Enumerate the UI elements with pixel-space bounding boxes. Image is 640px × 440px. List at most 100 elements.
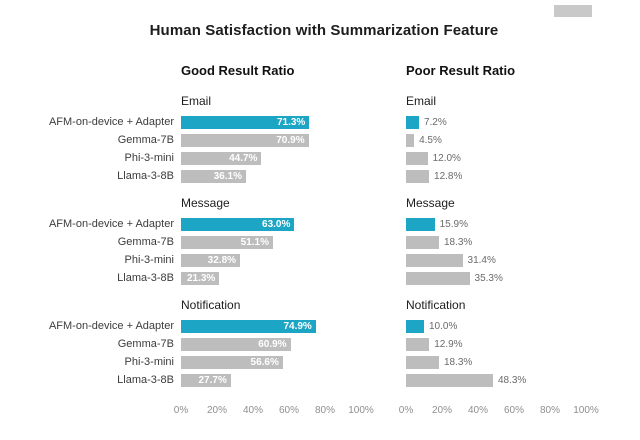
group-title-row-email: Email Email <box>8 83 640 113</box>
bar-value: 4.5% <box>419 134 442 146</box>
bar: 63.0% <box>181 217 295 231</box>
bar <box>406 151 428 165</box>
bar <box>406 271 470 285</box>
panel-title-poor: Poor Result Ratio <box>406 62 516 78</box>
axis-tick: 0% <box>173 405 189 416</box>
bar: 32.8% <box>181 253 241 267</box>
bar: 21.3% <box>181 271 220 285</box>
bar-value: 63.0% <box>262 218 291 230</box>
group-title: Email <box>181 94 212 108</box>
axis-tick: 40% <box>242 405 264 416</box>
bar <box>406 217 435 231</box>
axis-tick: 0% <box>398 405 414 416</box>
bar-value: 12.8% <box>434 170 463 182</box>
bar-value: 36.1% <box>213 170 242 182</box>
bar-value: 10.0% <box>429 320 458 332</box>
bar-value: 60.9% <box>258 338 287 350</box>
bar: 71.3% <box>181 115 310 129</box>
row-label: Llama-3-8B <box>117 374 174 386</box>
bar-row: Phi-3-mini 56.6% 18.3% <box>8 353 640 371</box>
bar-value: 48.3% <box>497 374 527 386</box>
bar-row: AFM-on-device + Adapter 71.3% 7.2% <box>8 113 640 131</box>
row-label: Phi-3-mini <box>124 254 174 266</box>
row-label: Phi-3-mini <box>124 152 174 164</box>
axis-tick: 20% <box>431 405 453 416</box>
bar-value: 56.6% <box>250 356 279 368</box>
axis-tick: 80% <box>539 405 561 416</box>
axis-tick: 60% <box>278 405 300 416</box>
row-label: Llama-3-8B <box>117 170 174 182</box>
axis-tick: 60% <box>503 405 525 416</box>
group-title-row-message: Message Message <box>8 185 640 215</box>
bar-row: Llama-3-8B 27.7% 48.3% <box>8 371 640 389</box>
bar-row: Gemma-7B 60.9% 12.9% <box>8 335 640 353</box>
bar <box>406 133 415 147</box>
row-label: Gemma-7B <box>117 236 174 248</box>
bar <box>406 337 430 351</box>
bar <box>406 253 463 267</box>
bar-value: 44.7% <box>229 152 258 164</box>
row-label: AFM-on-device + Adapter <box>48 218 174 230</box>
row-label: Phi-3-mini <box>124 356 174 368</box>
x-axis: 0% 20% 40% 60% 80% 100% 0% 20% 40% 60% 8… <box>8 397 640 416</box>
bar: 44.7% <box>181 151 262 165</box>
bar: 56.6% <box>181 355 283 369</box>
bar-row: Llama-3-8B 36.1% 12.8% <box>8 167 640 185</box>
axis-tick: 100% <box>573 405 599 416</box>
row-label: Gemma-7B <box>117 338 174 350</box>
bar-value: 15.9% <box>439 218 468 230</box>
axis-tick: 40% <box>467 405 489 416</box>
bar-value: 12.0% <box>432 152 461 164</box>
bar <box>406 373 493 387</box>
group-title: Email <box>406 94 437 108</box>
panel-title-good: Good Result Ratio <box>181 62 295 78</box>
bar-value: 35.3% <box>474 272 503 284</box>
chart-title: Human Satisfaction with Summarization Fe… <box>149 22 499 39</box>
row-label: Llama-3-8B <box>117 272 174 284</box>
group-title: Notification <box>181 298 241 312</box>
bar-row: Gemma-7B 70.9% 4.5% <box>8 131 640 149</box>
bar-row: Phi-3-mini 44.7% 12.0% <box>8 149 640 167</box>
axis-tick: 20% <box>206 405 228 416</box>
bar-value: 31.4% <box>467 254 496 266</box>
bar-value: 18.3% <box>443 356 473 368</box>
panel-header-row: Good Result Ratio Poor Result Ratio <box>8 59 640 81</box>
bar-row: Llama-3-8B 21.3% 35.3% <box>8 269 640 287</box>
bar: 36.1% <box>181 169 246 183</box>
axis-tick: 100% <box>348 405 374 416</box>
bar-value: 27.7% <box>198 374 227 386</box>
bar-value: 70.9% <box>276 134 305 146</box>
bar: 60.9% <box>181 337 291 351</box>
bar-row: AFM-on-device + Adapter 63.0% 15.9% <box>8 215 640 233</box>
bar: 27.7% <box>181 373 231 387</box>
group-title: Message <box>406 196 455 210</box>
axis-tick: 80% <box>314 405 336 416</box>
bar <box>406 235 439 249</box>
group-title-row-notification: Notification Notification <box>8 287 640 317</box>
row-label: Gemma-7B <box>117 134 174 146</box>
bar: 74.9% <box>181 319 316 333</box>
bar: 70.9% <box>181 133 309 147</box>
bar <box>406 319 424 333</box>
bar-row: Gemma-7B 51.1% 18.3% <box>8 233 640 251</box>
bar <box>406 115 419 129</box>
bar-row: Phi-3-mini 32.8% 31.4% <box>8 251 640 269</box>
bar <box>406 355 439 369</box>
bar-value: 7.2% <box>423 116 447 128</box>
bar-value: 74.9% <box>283 320 312 332</box>
bar-value: 71.3% <box>276 116 306 128</box>
bar-value: 12.9% <box>434 338 463 350</box>
bar-value: 51.1% <box>240 236 269 248</box>
row-label: AFM-on-device + Adapter <box>48 116 174 128</box>
window-artifact <box>554 5 592 17</box>
bar-value: 21.3% <box>186 272 216 284</box>
bar-value: 32.8% <box>207 254 237 266</box>
bar-value: 18.3% <box>443 236 473 248</box>
row-label: AFM-on-device + Adapter <box>48 320 174 332</box>
group-title: Notification <box>406 298 466 312</box>
bar-row: AFM-on-device + Adapter 74.9% 10.0% <box>8 317 640 335</box>
group-title: Message <box>181 196 230 210</box>
bar <box>406 169 430 183</box>
bar: 51.1% <box>181 235 273 249</box>
